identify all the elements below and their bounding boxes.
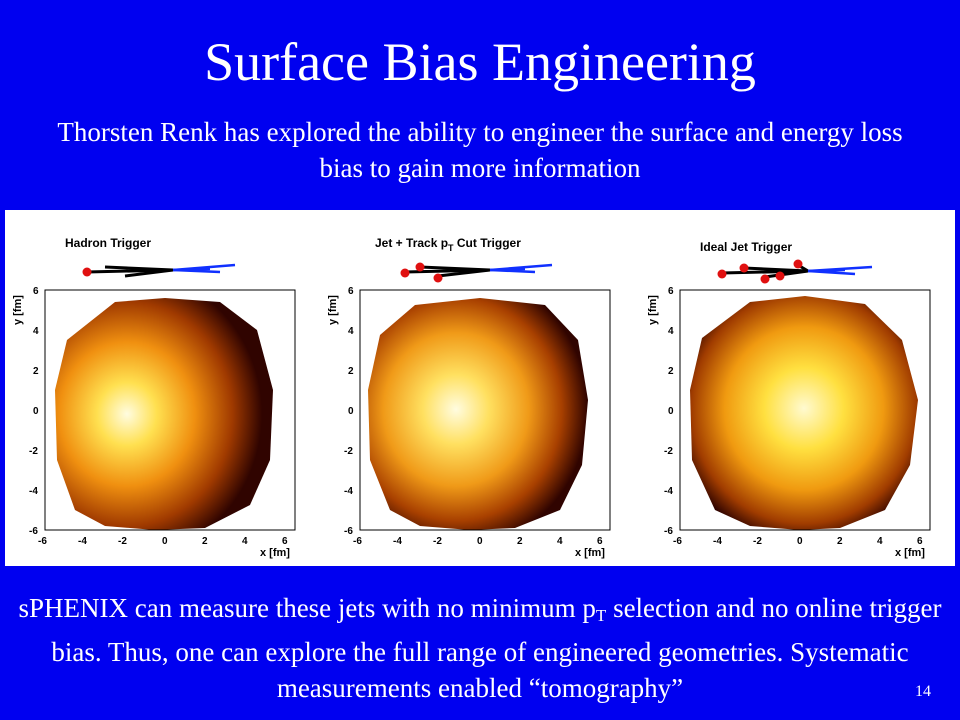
svg-text:-4: -4 xyxy=(344,486,353,497)
svg-text:0: 0 xyxy=(348,406,354,417)
svg-text:6: 6 xyxy=(917,536,923,547)
y-axis: 6 4 2 0 -2 -4 -6 y [fm] xyxy=(12,286,46,537)
svg-text:4: 4 xyxy=(557,536,563,547)
panel-hadron-trigger: Hadron Trigger 6 4 2 0 -2 - xyxy=(5,210,320,566)
x-axis-title: x [fm] xyxy=(895,547,925,559)
svg-text:6: 6 xyxy=(597,536,603,547)
svg-text:-6: -6 xyxy=(29,526,38,537)
svg-text:-2: -2 xyxy=(664,446,673,457)
svg-text:4: 4 xyxy=(33,326,39,337)
x-axis: -6 -4 -2 0 2 4 6 x [fm] xyxy=(353,529,610,559)
svg-text:2: 2 xyxy=(348,366,354,377)
svg-text:-4: -4 xyxy=(713,536,722,547)
slide-title: Surface Bias Engineering xyxy=(204,32,756,92)
slide-subtitle: Thorsten Renk has explored the ability t… xyxy=(57,117,903,183)
x-axis-title: x [fm] xyxy=(575,547,605,559)
svg-text:2: 2 xyxy=(33,366,39,377)
svg-text:-2: -2 xyxy=(29,446,38,457)
x-axis: -6 -4 -2 0 2 4 6 x [fm] xyxy=(38,529,295,559)
svg-text:-2: -2 xyxy=(118,536,127,547)
svg-text:-2: -2 xyxy=(433,536,442,547)
trigger-label: Hadron Trigger xyxy=(65,236,151,250)
svg-text:2: 2 xyxy=(517,536,523,547)
svg-text:2: 2 xyxy=(837,536,843,547)
svg-text:-4: -4 xyxy=(29,486,38,497)
x-axis: -6 -4 -2 0 2 4 6 x [fm] xyxy=(673,529,930,559)
heatmap-plot xyxy=(679,289,931,531)
jet-diagram-icon xyxy=(82,263,236,278)
jet-diagram-icon xyxy=(717,259,873,284)
slide-footer-text: sPHENIX can measure these jets with no m… xyxy=(18,593,942,703)
svg-text:2: 2 xyxy=(202,536,208,547)
svg-text:-4: -4 xyxy=(78,536,87,547)
heatmap-plot xyxy=(44,289,296,531)
svg-text:2: 2 xyxy=(668,366,674,377)
panel-jet-track-trigger: Jet + Track pT Cut Trigger 6 4 2 xyxy=(320,210,635,566)
svg-text:4: 4 xyxy=(668,326,674,337)
svg-text:-6: -6 xyxy=(38,536,47,547)
panel-ideal-jet-trigger: Ideal Jet Trigger 6 xyxy=(640,210,955,566)
page-number: 14 xyxy=(915,683,931,700)
svg-text:6: 6 xyxy=(282,536,288,547)
svg-text:4: 4 xyxy=(242,536,248,547)
svg-text:-4: -4 xyxy=(393,536,402,547)
svg-text:6: 6 xyxy=(348,286,354,297)
jet-diagram-icon xyxy=(400,262,553,283)
svg-text:-6: -6 xyxy=(664,526,673,537)
svg-text:4: 4 xyxy=(348,326,354,337)
svg-text:6: 6 xyxy=(33,286,39,297)
svg-text:-6: -6 xyxy=(353,536,362,547)
svg-text:0: 0 xyxy=(477,536,483,547)
svg-text:0: 0 xyxy=(797,536,803,547)
svg-text:0: 0 xyxy=(162,536,168,547)
y-axis-title: y [fm] xyxy=(12,295,24,325)
trigger-label: Ideal Jet Trigger xyxy=(700,240,792,254)
trigger-label: Jet + Track pT Cut Trigger xyxy=(375,236,521,253)
svg-text:-2: -2 xyxy=(344,446,353,457)
figure-panel-area: Hadron Trigger 6 4 2 0 -2 - xyxy=(5,210,955,566)
svg-text:4: 4 xyxy=(877,536,883,547)
y-axis: 6 4 2 0 -2 -4 -6 y [fm] xyxy=(647,286,681,537)
svg-text:0: 0 xyxy=(33,406,39,417)
svg-text:-4: -4 xyxy=(664,486,673,497)
svg-text:0: 0 xyxy=(668,406,674,417)
heatmap-plot xyxy=(359,289,611,531)
x-axis-title: x [fm] xyxy=(260,547,290,559)
y-axis: 6 4 2 0 -2 -4 -6 y [fm] xyxy=(327,286,361,537)
svg-text:-2: -2 xyxy=(753,536,762,547)
svg-text:6: 6 xyxy=(668,286,674,297)
svg-text:-6: -6 xyxy=(344,526,353,537)
y-axis-title: y [fm] xyxy=(327,295,339,325)
y-axis-title: y [fm] xyxy=(647,295,659,325)
svg-text:-6: -6 xyxy=(673,536,682,547)
